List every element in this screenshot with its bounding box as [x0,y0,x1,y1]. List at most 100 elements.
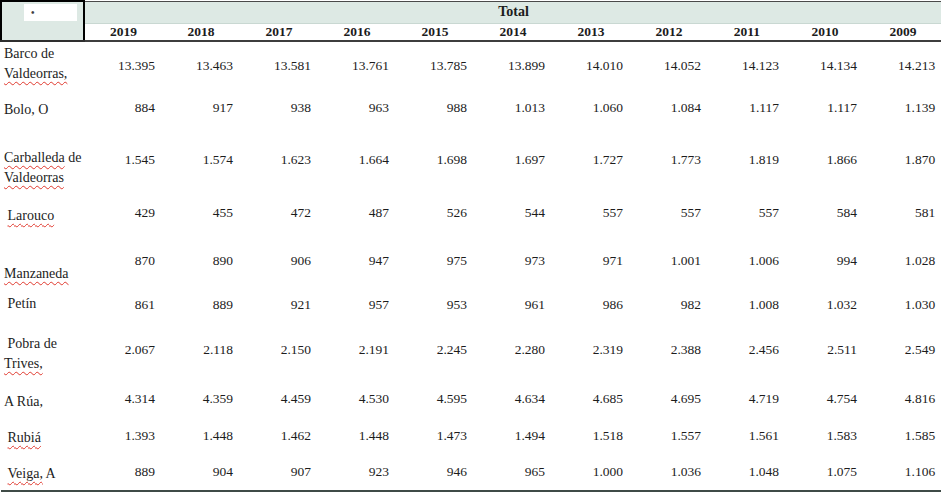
year-header-2009: 2009 [864,23,941,41]
year-header-2013: 2013 [552,23,630,41]
population-value: 1.561 [708,418,786,454]
population-value: 1.557 [630,418,708,454]
population-value: 953 [396,290,474,320]
population-value: 557 [552,194,630,232]
population-value: 13.463 [162,41,240,90]
document-page: • Total 20192018201720162015201420132012… [0,0,941,493]
population-value: 2.191 [318,320,396,380]
population-value: 1.494 [474,418,552,454]
misspelled-text: Veiga, [8,466,43,481]
table-row: Pobra de Trives,2.0672.1182.1502.1912.24… [1,320,941,380]
population-value: 1.623 [240,126,318,194]
label-text: A [43,466,56,481]
population-value: 994 [786,232,864,290]
population-value: 544 [474,194,552,232]
population-value: 988 [396,90,474,126]
population-value: 1.664 [318,126,396,194]
label-text: A Rúa, [4,394,43,409]
population-value: 904 [162,454,240,491]
population-value: 1.117 [786,90,864,126]
table-row: Barco de Valdeorras,13.39513.46313.58113… [1,41,941,90]
population-value: 2.245 [396,320,474,380]
label-text: de [65,150,84,165]
population-value: 890 [162,232,240,290]
population-value: 1.106 [864,454,941,491]
population-value: 2.456 [708,320,786,380]
population-value: 907 [240,454,318,491]
population-value: 870 [84,232,162,290]
year-header-2018: 2018 [162,23,240,41]
population-value: 947 [318,232,396,290]
label-text: Petín [4,296,36,311]
population-value: 1.048 [708,454,786,491]
population-value: 2.388 [630,320,708,380]
population-value: 1.448 [318,418,396,454]
population-value: 13.395 [84,41,162,90]
population-value: 13.785 [396,41,474,90]
population-value: 1.393 [84,418,162,454]
population-value: 455 [162,194,240,232]
population-value: 4.634 [474,380,552,418]
population-value: 971 [552,232,630,290]
population-value: 526 [396,194,474,232]
population-value: 4.459 [240,380,318,418]
population-value: 1.574 [162,126,240,194]
table-row: A Rúa,4.3144.3594.4594.5304.5954.6344.68… [1,380,941,418]
population-value: 1.013 [474,90,552,126]
population-value: 584 [786,194,864,232]
population-value: 4.685 [552,380,630,418]
population-value: 1.006 [708,232,786,290]
population-value: 4.754 [786,380,864,418]
population-value: 14.123 [708,41,786,90]
population-value: 946 [396,454,474,491]
population-value: 4.530 [318,380,396,418]
year-header-2010: 2010 [786,23,864,41]
population-value: 2.280 [474,320,552,380]
population-value: 923 [318,454,396,491]
total-header-row: • Total [1,1,941,23]
bullet-icon: • [31,8,35,18]
table-body: Barco de Valdeorras,13.39513.46313.58113… [1,41,941,491]
table-row: Bolo, O8849179389639881.0131.0601.0841.1… [1,90,941,126]
misspelled-text: Valdeorras, [4,66,67,81]
population-value: 2.150 [240,320,318,380]
population-value: 4.314 [84,380,162,418]
table-row: Carballeda de Valdeorras1.5451.5741.6231… [1,126,941,194]
population-value: 889 [162,290,240,320]
population-value: 889 [84,454,162,491]
population-value: 2.118 [162,320,240,380]
population-value: 861 [84,290,162,320]
municipality-label: Barco de Valdeorras, [1,41,84,90]
year-header-2017: 2017 [240,23,318,41]
population-value: 14.213 [864,41,941,90]
population-value: 1.032 [786,290,864,320]
population-value: 1.000 [552,454,630,491]
year-header-2011: 2011 [708,23,786,41]
population-value: 14.010 [552,41,630,90]
population-value: 1.030 [864,290,941,320]
label-text: Barco de [4,46,57,61]
population-value: 1.819 [708,126,786,194]
population-value: 2.319 [552,320,630,380]
misspelled-text: Larouco [8,208,55,223]
population-value: 429 [84,194,162,232]
population-value: 917 [162,90,240,126]
population-value: 2.549 [864,320,941,380]
population-value: 1.036 [630,454,708,491]
population-value: 2.067 [84,320,162,380]
population-value: 2.511 [786,320,864,380]
total-header: Total [84,1,941,23]
population-value: 1.008 [708,290,786,320]
corner-cell: • [1,1,84,41]
population-value: 13.899 [474,41,552,90]
municipality-label: Bolo, O [1,90,84,126]
population-value: 965 [474,454,552,491]
population-value: 4.816 [864,380,941,418]
table-row: Petín8618899219579539619869821.0081.0321… [1,290,941,320]
population-value: 1.698 [396,126,474,194]
population-value: 1.773 [630,126,708,194]
municipality-label: Manzaneda [1,232,84,290]
population-value: 557 [630,194,708,232]
population-value: 1.462 [240,418,318,454]
population-value: 1.727 [552,126,630,194]
